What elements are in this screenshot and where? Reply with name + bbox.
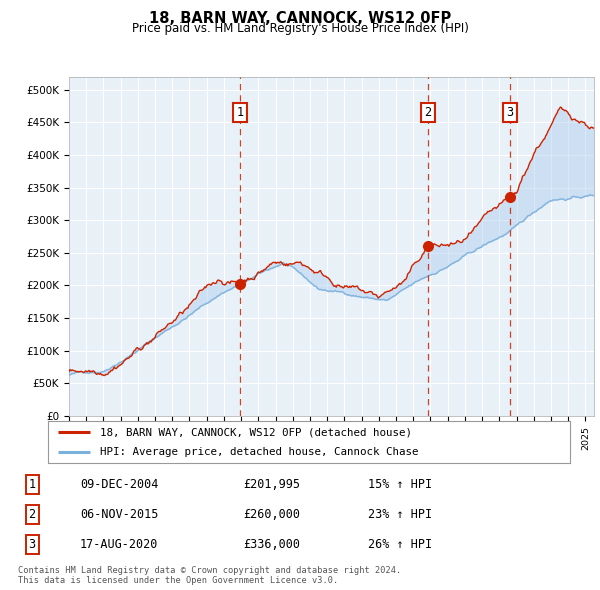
Text: 1: 1 <box>236 106 244 119</box>
Text: HPI: Average price, detached house, Cannock Chase: HPI: Average price, detached house, Cann… <box>100 447 419 457</box>
Text: 15% ↑ HPI: 15% ↑ HPI <box>368 478 432 491</box>
Text: £336,000: £336,000 <box>244 538 301 551</box>
Text: £260,000: £260,000 <box>244 508 301 521</box>
Text: Contains HM Land Registry data © Crown copyright and database right 2024.
This d: Contains HM Land Registry data © Crown c… <box>18 566 401 585</box>
Text: 18, BARN WAY, CANNOCK, WS12 0FP (detached house): 18, BARN WAY, CANNOCK, WS12 0FP (detache… <box>100 427 412 437</box>
Text: Price paid vs. HM Land Registry's House Price Index (HPI): Price paid vs. HM Land Registry's House … <box>131 22 469 35</box>
Text: 2: 2 <box>29 508 35 521</box>
Text: 3: 3 <box>29 538 35 551</box>
Text: 1: 1 <box>29 478 35 491</box>
Text: 3: 3 <box>506 106 514 119</box>
Text: 06-NOV-2015: 06-NOV-2015 <box>80 508 158 521</box>
Text: 18, BARN WAY, CANNOCK, WS12 0FP: 18, BARN WAY, CANNOCK, WS12 0FP <box>149 11 451 25</box>
Text: 2: 2 <box>424 106 431 119</box>
Text: £201,995: £201,995 <box>244 478 301 491</box>
Text: 23% ↑ HPI: 23% ↑ HPI <box>368 508 432 521</box>
Text: 26% ↑ HPI: 26% ↑ HPI <box>368 538 432 551</box>
Text: 09-DEC-2004: 09-DEC-2004 <box>80 478 158 491</box>
Text: 17-AUG-2020: 17-AUG-2020 <box>80 538 158 551</box>
